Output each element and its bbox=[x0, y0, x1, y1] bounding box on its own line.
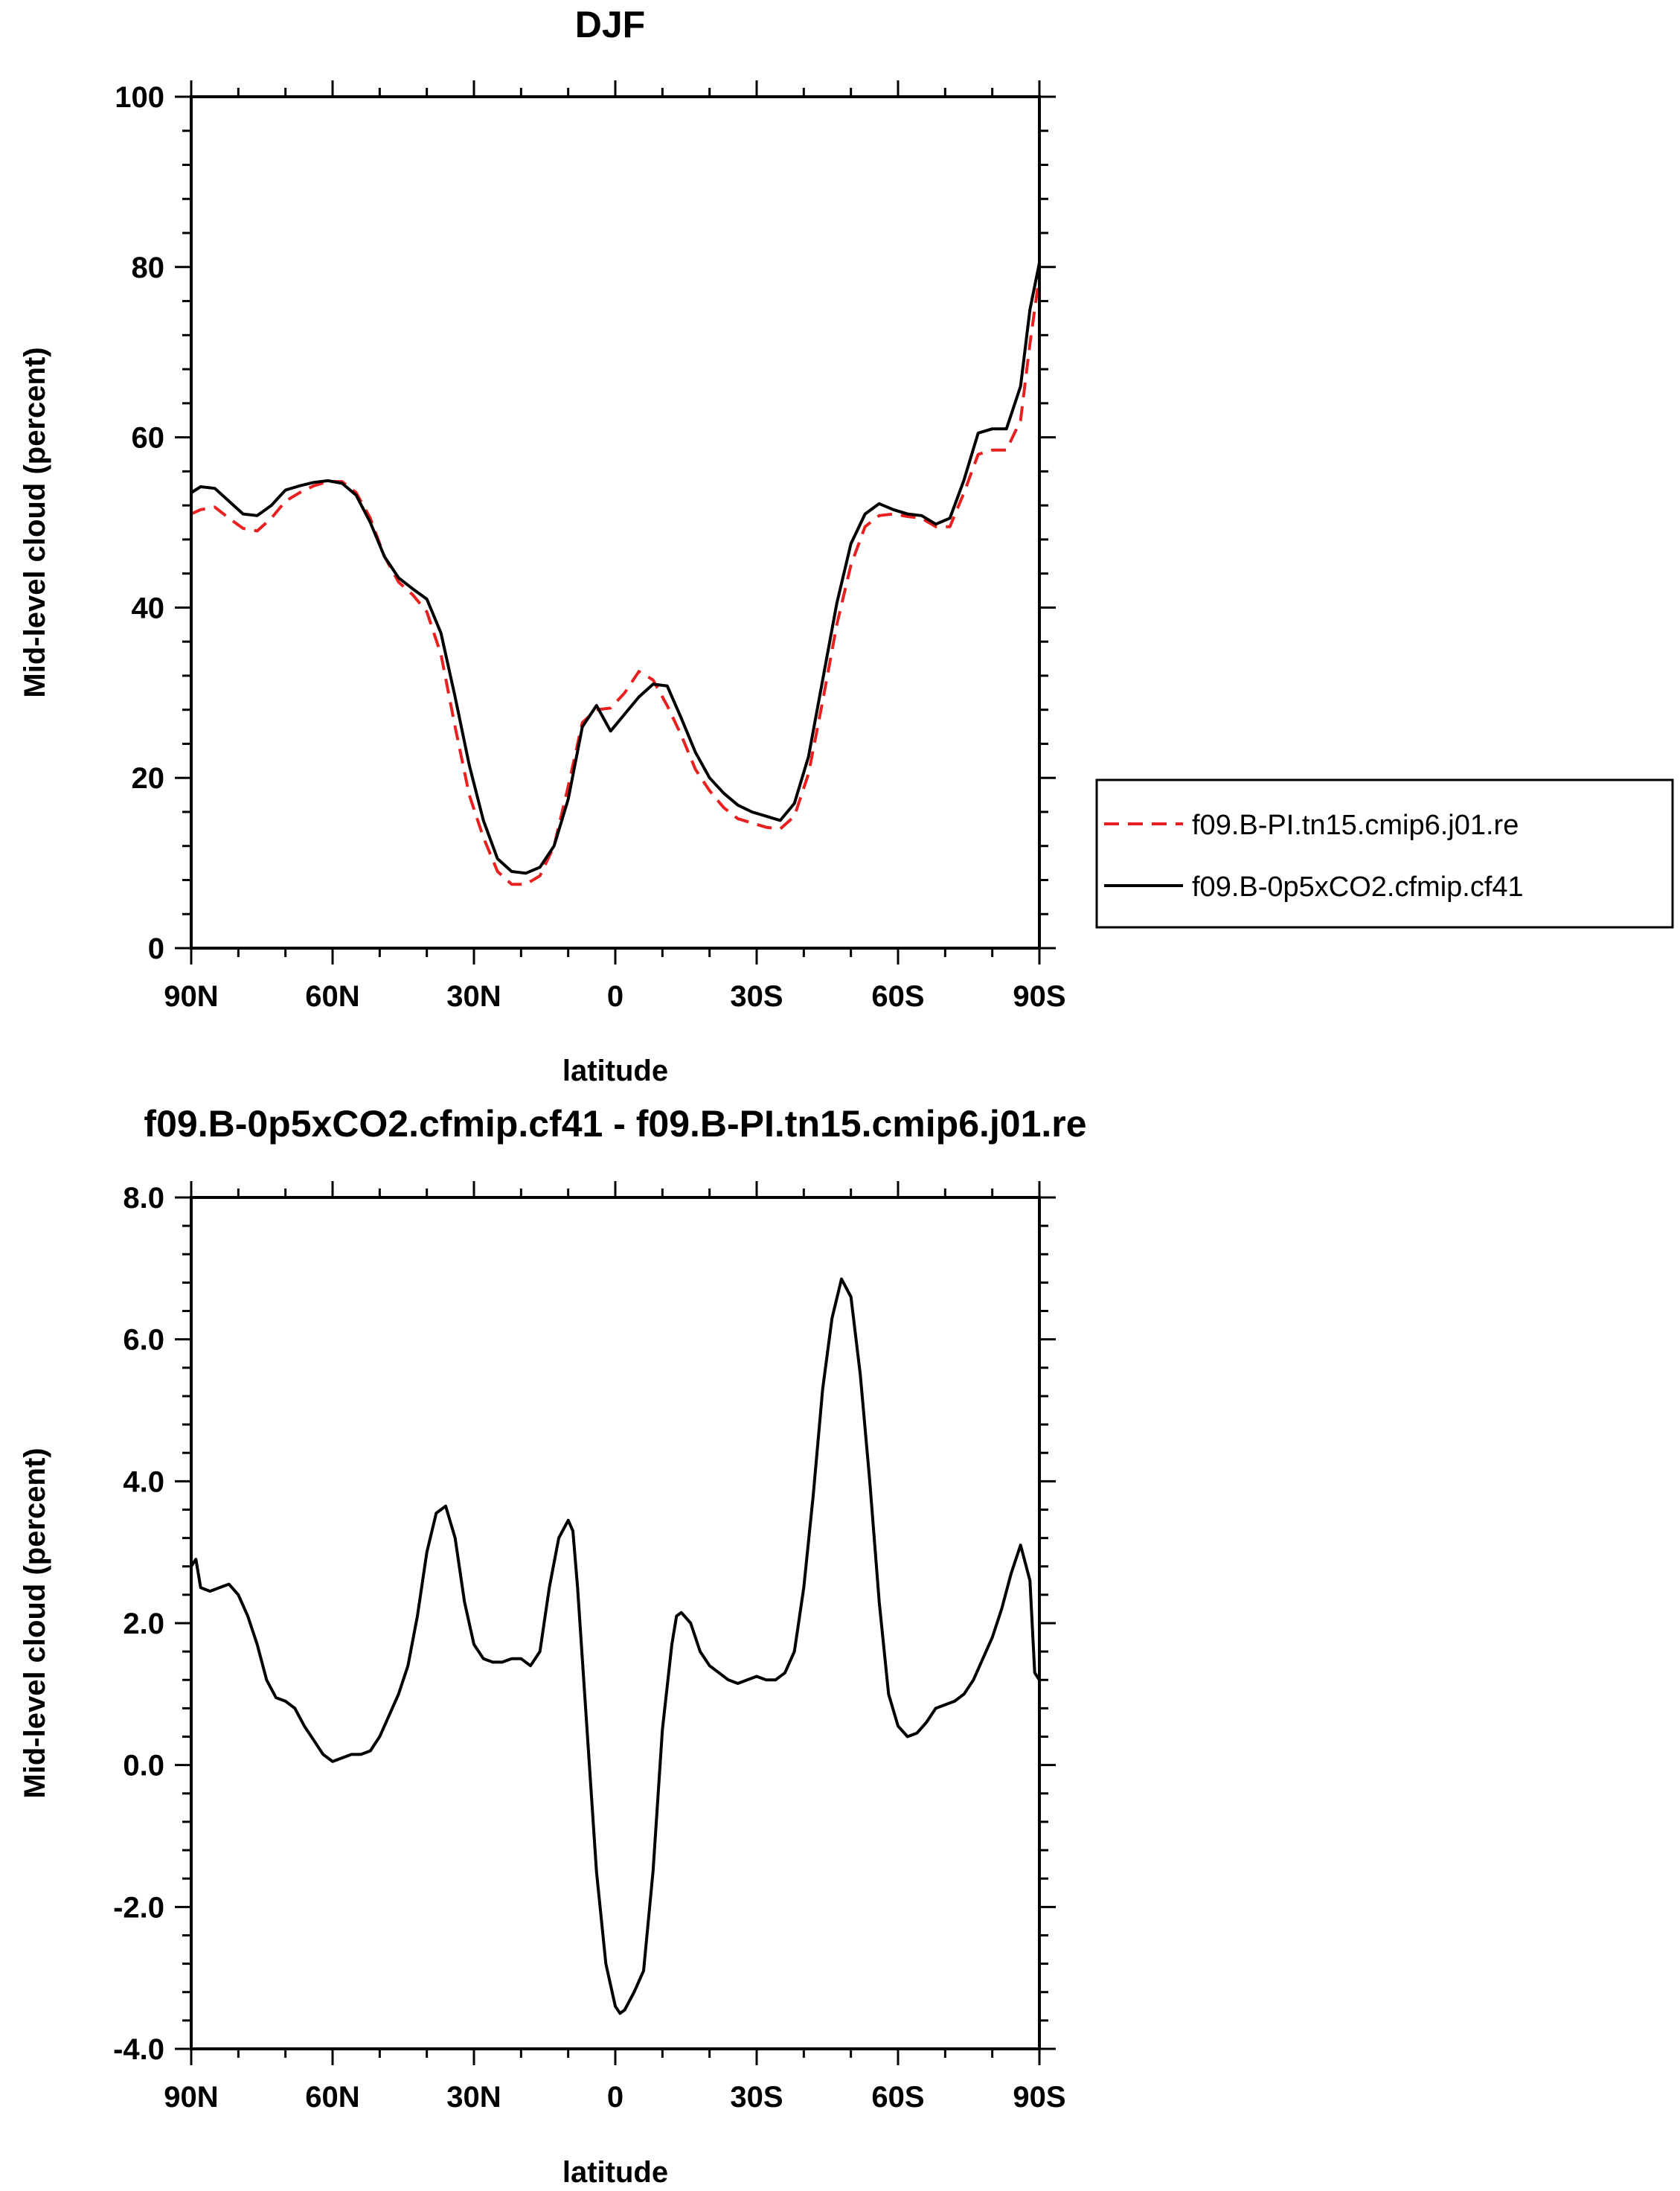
axes-ticks bbox=[175, 1181, 1056, 2065]
series-line-0 bbox=[190, 275, 1041, 886]
axes-ticks bbox=[175, 80, 1056, 965]
x-axis-label: latitude bbox=[562, 2156, 668, 2189]
x-tick-label: 30S bbox=[730, 980, 783, 1013]
series-lines bbox=[190, 1277, 1041, 2015]
chart-title: DJF bbox=[575, 4, 645, 45]
x-tick-label: 60N bbox=[305, 980, 359, 1013]
tick-labels: 90N 60N 30N 0 30S 60S 90S 0 20 40 60 80 100 bbox=[115, 81, 1065, 1013]
difference-panel: f09.B-0p5xCO2.cfmip.cf41 - f09.B-PI.tn15… bbox=[19, 1103, 1087, 2189]
x-axis-label: latitude bbox=[562, 1055, 668, 1087]
y-tick-label: 60 bbox=[132, 422, 165, 455]
x-tick-label: 60S bbox=[871, 2081, 924, 2114]
x-tick-label: 60N bbox=[305, 2081, 359, 2114]
y-tick-label: 4.0 bbox=[123, 1465, 164, 1498]
y-tick-label: 8.0 bbox=[123, 1182, 164, 1215]
djf-panel: DJF 90N 60N 30N 0 30S 60S 90S 0 20 40 60 80 100 lati… bbox=[19, 4, 1674, 1087]
legend-box bbox=[1095, 778, 1674, 929]
y-tick-label: 2.0 bbox=[123, 1608, 164, 1640]
y-tick-label: -4.0 bbox=[113, 2033, 164, 2066]
series-lines bbox=[190, 262, 1041, 886]
y-tick-label: 80 bbox=[132, 252, 165, 284]
chart-title: f09.B-0p5xCO2.cfmip.cf41 - f09.B-PI.tn15… bbox=[144, 1103, 1086, 1145]
y-tick-label: 20 bbox=[132, 762, 165, 795]
y-tick-label: 0.0 bbox=[123, 1750, 164, 1782]
legend-label-co2: f09.B-0p5xCO2.cfmip.cf41 bbox=[1192, 871, 1524, 903]
x-tick-label: 90S bbox=[1013, 2081, 1065, 2114]
series-line-0 bbox=[190, 1277, 1041, 2015]
x-tick-label: 90N bbox=[164, 2081, 218, 2114]
series-line-1 bbox=[190, 262, 1041, 875]
x-tick-label: 90N bbox=[164, 980, 218, 1013]
y-tick-label: 40 bbox=[132, 592, 165, 624]
y-tick-label: 0 bbox=[148, 933, 164, 965]
x-tick-label: 30S bbox=[730, 2081, 783, 2114]
y-axis-label: Mid-level cloud (percent) bbox=[19, 347, 51, 697]
y-axis-label: Mid-level cloud (percent) bbox=[19, 1448, 51, 1798]
y-tick-label: 6.0 bbox=[123, 1324, 164, 1357]
plot-frame bbox=[190, 1196, 1041, 2050]
plot-frame bbox=[190, 95, 1041, 950]
x-tick-label: 30N bbox=[446, 980, 501, 1013]
x-tick-label: 0 bbox=[607, 2081, 623, 2114]
legend: f09.B-PI.tn15.cmip6.j01.re f09.B-0p5xCO2… bbox=[1095, 778, 1674, 929]
x-tick-label: 30N bbox=[446, 2081, 501, 2114]
x-tick-label: 90S bbox=[1013, 980, 1065, 1013]
y-tick-label: -2.0 bbox=[113, 1891, 164, 1924]
x-tick-label: 0 bbox=[607, 980, 623, 1013]
legend-label-pi: f09.B-PI.tn15.cmip6.j01.re bbox=[1192, 810, 1519, 841]
y-tick-label: 100 bbox=[115, 81, 164, 114]
tick-labels: 90N 60N 30N 0 30S 60S 90S -4.0 -2.0 0.0 2.0 4.0 6.0 8… bbox=[113, 1182, 1066, 2114]
x-tick-label: 60S bbox=[871, 980, 924, 1013]
